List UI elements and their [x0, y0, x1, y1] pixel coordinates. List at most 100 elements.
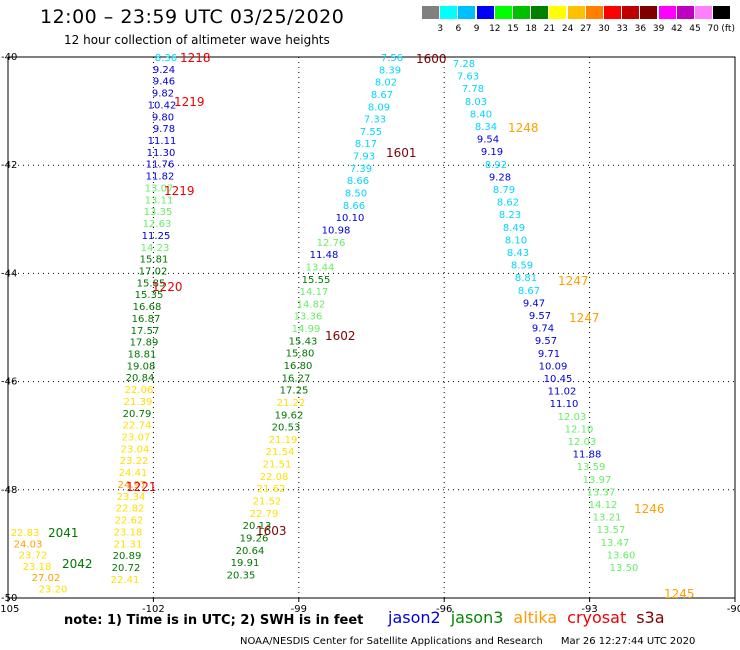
map-frame: [7, 56, 736, 599]
wave-height-value: 20.89: [113, 551, 142, 562]
x-tick-label: -99: [291, 604, 307, 615]
wave-height-value: 27.02: [32, 573, 61, 584]
wave-height-value: 14.17: [300, 287, 329, 298]
wave-height-value: 9.78: [153, 124, 175, 135]
wave-height-value: 20.53: [272, 423, 301, 434]
wave-height-value: 8.66: [343, 201, 365, 212]
pass-number-label: 2042: [62, 557, 93, 571]
wave-height-value: 7.28: [453, 59, 475, 70]
wave-height-value: 9.28: [489, 172, 511, 183]
pass-number-label: 1247: [558, 274, 589, 288]
wave-height-value: 16.87: [132, 314, 161, 325]
color-swatch: [422, 6, 439, 19]
wave-height-value: 17.02: [139, 266, 168, 277]
wave-height-value: 21.19: [269, 435, 298, 446]
pass-number-label: 1245: [664, 587, 695, 601]
wave-height-value: 21.31: [114, 539, 143, 550]
wave-height-value: 22.82: [116, 504, 145, 515]
color-scale-label: 24: [561, 24, 574, 34]
wave-height-value: 10.10: [336, 213, 365, 224]
pass-number-label: 1600: [416, 52, 447, 66]
wave-height-value: 8.40: [470, 109, 492, 120]
wave-height-value: 23.72: [19, 551, 48, 562]
pass-number-label: 1246: [634, 502, 665, 516]
pass-number-label: 1603: [256, 524, 287, 538]
wave-height-value: 20.79: [123, 409, 152, 420]
wave-height-value: 8.59: [511, 261, 533, 272]
wave-height-value: 18.81: [128, 350, 157, 361]
wave-height-value: 8.34: [475, 122, 497, 133]
wave-height-value: 10.45: [544, 374, 573, 385]
wave-height-value: 8.36: [155, 53, 177, 64]
y-tick-label: -44: [1, 268, 17, 279]
wave-height-value: 8.67: [518, 286, 540, 297]
wave-height-value: 21.54: [266, 447, 295, 458]
wave-height-value: 19.26: [240, 533, 269, 544]
x-tick-label: -105: [0, 604, 19, 615]
wave-height-value: 13.36: [294, 312, 323, 323]
color-scale-label: 18: [525, 24, 537, 34]
wave-height-value: 9.71: [538, 349, 560, 360]
wave-height-value: 8.66: [347, 176, 369, 187]
color-swatch: [658, 6, 676, 19]
wave-height-value: 8.62: [497, 198, 519, 209]
wave-height-value: 13.59: [577, 462, 606, 473]
wave-height-value: 16.80: [284, 361, 313, 372]
wave-height-value: 8.92: [485, 160, 507, 171]
y-tick-label: -48: [1, 485, 17, 496]
wave-height-value: 13.97: [583, 475, 612, 486]
pass-number-label: 1247: [569, 311, 600, 325]
wave-height-value: 13.21: [593, 513, 622, 524]
wave-height-value: 22.74: [123, 421, 152, 432]
wave-height-value: 24.03: [14, 539, 43, 550]
wave-height-value: 24.97: [118, 480, 147, 491]
color-swatch: [513, 6, 530, 19]
wave-height-value: 9.80: [152, 112, 174, 123]
wave-height-value: 8.02: [375, 78, 397, 89]
wave-height-value: 9.57: [535, 336, 557, 347]
y-tick-label: -46: [1, 377, 17, 388]
wave-height-value: 9.19: [481, 147, 503, 158]
wave-height-value: 10.09: [539, 361, 568, 372]
wave-height-value: 11.25: [142, 231, 171, 242]
wave-height-value: 9.82: [152, 89, 174, 100]
wave-height-value: 13.37: [587, 487, 616, 498]
wave-height-value: 7.56: [381, 53, 403, 64]
wave-height-value: 13.07: [145, 183, 174, 194]
wave-height-value: 8.09: [368, 102, 390, 113]
color-scale-label: 36: [634, 24, 647, 34]
pass-number-label: 1220: [152, 280, 183, 294]
legend-item-altika: altika: [513, 608, 558, 627]
wave-height-value: 9.46: [153, 77, 175, 88]
wave-height-value: 11.11: [148, 136, 177, 147]
wave-height-value: 15.35: [135, 290, 164, 301]
wave-height-value: 11.48: [310, 250, 339, 261]
wave-height-value: 14.23: [141, 243, 170, 254]
wave-height-value: 8.10: [505, 235, 527, 246]
x-tick-label: -90: [727, 604, 740, 615]
pass-number-label: 1601: [386, 146, 417, 160]
wave-height-value: 12.63: [143, 219, 172, 230]
legend-item-cryosat: cryosat: [567, 608, 627, 627]
wave-height-value: 21.62: [257, 484, 286, 495]
wave-height-value: 23.18: [114, 527, 143, 538]
wave-height-value: 8.81: [515, 273, 537, 284]
wave-height-value: 9.57: [529, 311, 551, 322]
legend-item-jason3: jason3: [450, 608, 504, 627]
wave-height-value: 21.51: [263, 460, 292, 471]
credit-text: NOAA/NESDIS Center for Satellite Applica…: [240, 636, 543, 647]
wave-height-value: 11.02: [548, 387, 577, 398]
wave-height-value: 21.22: [277, 398, 306, 409]
wave-height-value: 11.76: [146, 160, 175, 171]
satellite-legend: jason2 jason3 altika cryosat s3a: [388, 608, 675, 627]
color-swatch: [695, 6, 712, 19]
timestamp: Mar 26 12:27:44 UTC 2020: [560, 636, 696, 647]
color-swatch: [622, 6, 640, 19]
wave-height-value: 10.98: [322, 225, 351, 236]
wave-height-value: 11.30: [147, 148, 176, 159]
wave-height-value: 19.08: [127, 361, 156, 372]
color-scale-label: 3: [437, 24, 444, 34]
wave-height-value: 15.81: [140, 255, 169, 266]
wave-height-value: 8.67: [371, 90, 393, 101]
wave-height-value: 15.80: [286, 349, 315, 360]
